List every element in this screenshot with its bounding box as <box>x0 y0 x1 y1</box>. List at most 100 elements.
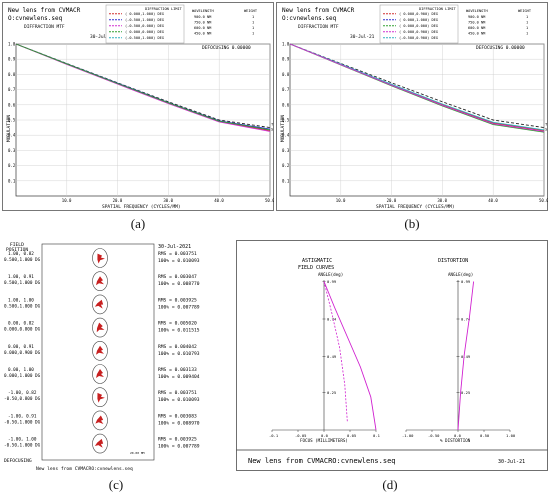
airy-ellipse <box>92 364 108 384</box>
rms-value: RMS = 0.003925 <box>158 437 197 443</box>
field-position: 0.000,0.900 DG <box>4 350 41 356</box>
spot-pattern <box>95 415 104 425</box>
curves-title-1: ASTIGMATIC <box>302 258 332 264</box>
legend-entry: ( 0.000,0.900) DEG <box>399 30 438 34</box>
spot-pattern <box>96 276 104 286</box>
footer-text: New lens from CVMACRO:cvnewlens.seq <box>36 466 133 472</box>
airy-ellipse <box>92 410 108 431</box>
rms-value: RMS = 0.003133 <box>158 367 197 373</box>
mtf-chart-a: New lens from CVMACR O:cvnewlens.seq DIF… <box>2 2 274 211</box>
weight-value: 1 <box>252 21 254 25</box>
wavelength-header: WAVELENGTH <box>192 9 214 13</box>
field-curves-plot: -0.1 -0.05 0.0 0.05 0.1 0.99 0.74 0.49 0.25 <box>269 279 381 438</box>
pct100-value: 100% = 0.008770 <box>158 281 200 287</box>
distortion-plot: -1.00 -0.50 0.0 0.50 1.00 0.99 0.74 0.49 0.25 <box>402 279 516 438</box>
y-tick-label: 0.1 <box>8 178 16 183</box>
sagittal-curve <box>323 281 348 423</box>
field-position: 0.500,1.000 DG <box>4 280 41 286</box>
wavelength-value: 600.0 NM <box>468 26 486 30</box>
y-tick-label: 0.49 <box>327 354 337 359</box>
y-tick-label: 0.74 <box>327 316 337 321</box>
field-position: 0.500,1.000 DG <box>4 303 41 309</box>
x-tick-label: 40.0 <box>214 198 224 203</box>
airy-ellipse <box>92 433 108 454</box>
distortion-x-label: % DISTORTION <box>440 438 471 443</box>
field-value: -1.00, 1.00 <box>8 437 37 443</box>
pct100-value: 100% = 0.009404 <box>158 374 200 380</box>
weight-header: WEIGHT <box>244 9 258 13</box>
legend-entry: ( 0.000,1.000) DEG <box>125 12 164 16</box>
y-tick-label: 0.9 <box>282 57 290 62</box>
curves-x-label: FOCUS (MILLIMETERS) <box>300 438 348 443</box>
header-line1: New lens from CVMACR <box>8 7 81 14</box>
pct100-value: 100% = 0.010093 <box>158 258 200 264</box>
spot-pattern <box>94 438 104 448</box>
x-tick-label: 50.0 <box>265 198 274 203</box>
spot-pattern <box>97 392 105 403</box>
y-tick-label: 0.8 <box>8 72 16 77</box>
x-tick-label: 0.1 <box>373 433 381 438</box>
header-date: 30-Jul-21 <box>90 34 115 40</box>
y-tick-label: 0.4 <box>8 133 16 138</box>
field-curves-d: ASTIGMATIC FIELD CURVES DISTORTION ANGLE… <box>236 240 548 471</box>
y-tick-label: 0.99 <box>461 279 471 284</box>
y-tick-label: 1.0 <box>8 42 16 47</box>
spot-pattern <box>96 345 104 355</box>
y-tick-label: 0.9 <box>8 57 16 62</box>
distortion-curve <box>457 281 475 431</box>
weight-header: WEIGHT <box>518 9 532 13</box>
defocusing-label: DEFOCUSING 0.00000 <box>476 45 525 51</box>
y-axis-label: MODULATION <box>280 115 286 142</box>
legend-entry: ( 0.000,0.000) DEG <box>125 30 164 34</box>
header-line2: O:cvnewlens.seq <box>282 15 337 22</box>
series-line <box>289 43 545 131</box>
y-tick-label: 0.6 <box>282 102 290 107</box>
field-header-2: POSITION <box>6 247 28 253</box>
legend-entry: (-0.500,1.000) DEG <box>125 18 164 22</box>
wavelength-value: 600.0 NM <box>194 26 212 30</box>
wavelength-value: 750.0 NM <box>468 21 486 25</box>
wavelength-value: 900.0 NM <box>468 15 486 19</box>
wavelength-table: WAVELENGTH WEIGHT 900.0 NM 1 750.0 NM 1 600.… <box>466 9 532 36</box>
field-value: 1.00, 1.00 <box>8 297 34 303</box>
defocusing-label: DEFOCUSING <box>4 458 32 464</box>
y-axis-label: MODULATION <box>6 115 12 142</box>
y-tick-label: 0.5 <box>8 118 16 123</box>
x-tick-label: 20.0 <box>387 198 397 203</box>
field-position: -0.50,1.000 DG <box>4 419 41 425</box>
caption-c: (c) <box>108 477 124 492</box>
field-position: 0.000,1.000 DG <box>4 373 41 379</box>
series-end-label: S <box>545 127 548 132</box>
x-tick-label: -0.05 <box>295 433 306 438</box>
x-tick-label: 10.0 <box>336 198 346 203</box>
field-value: 0.00, 0.91 <box>8 344 34 350</box>
pct100-value: 100% = 0.007789 <box>158 444 200 450</box>
header-line2: O:cvnewlens.seq <box>8 15 63 22</box>
x-tick-label: 1.00 <box>506 433 516 438</box>
spot-pattern <box>94 299 104 309</box>
pct100-value: 100% = 0.010093 <box>158 397 200 403</box>
y-tick-label: 0.3 <box>282 148 290 153</box>
x-tick-label: 30.0 <box>437 198 447 203</box>
legend-title: DIFFRACTION LIMIT <box>145 7 183 11</box>
series-line <box>289 43 545 129</box>
caption-d: (d) <box>382 477 398 492</box>
x-tick-label: -1.00 <box>402 433 414 438</box>
y-tick-label: 0.4 <box>282 133 290 138</box>
weight-value: 1 <box>526 21 528 25</box>
footer-date: 30-Jul-21 <box>498 459 525 465</box>
field-position: 0.500,1.000 DG <box>4 257 41 263</box>
field-position: 0.000,0.800 DG <box>4 327 41 333</box>
legend: DIFFRACTION LIMIT ( 0.000,0.900) DEG ( 0.… <box>379 4 459 44</box>
scale-label: 20.00 MM <box>130 451 145 455</box>
series-line <box>289 43 545 132</box>
header-line3: DIFFRACTION MTF <box>24 24 65 30</box>
y-tick-label: 0.2 <box>8 163 16 168</box>
y-tick-label: 0.7 <box>282 87 290 92</box>
y-tick-label: 0.99 <box>327 279 337 284</box>
y-tick-label: 0.74 <box>461 316 471 321</box>
legend-entry: ( 0.000,1.000) DEG <box>399 18 438 22</box>
x-tick-label: -0.50 <box>428 433 440 438</box>
legend-entry: ( 0.000,0.900) DEG <box>399 12 438 16</box>
weight-value: 1 <box>252 32 254 36</box>
